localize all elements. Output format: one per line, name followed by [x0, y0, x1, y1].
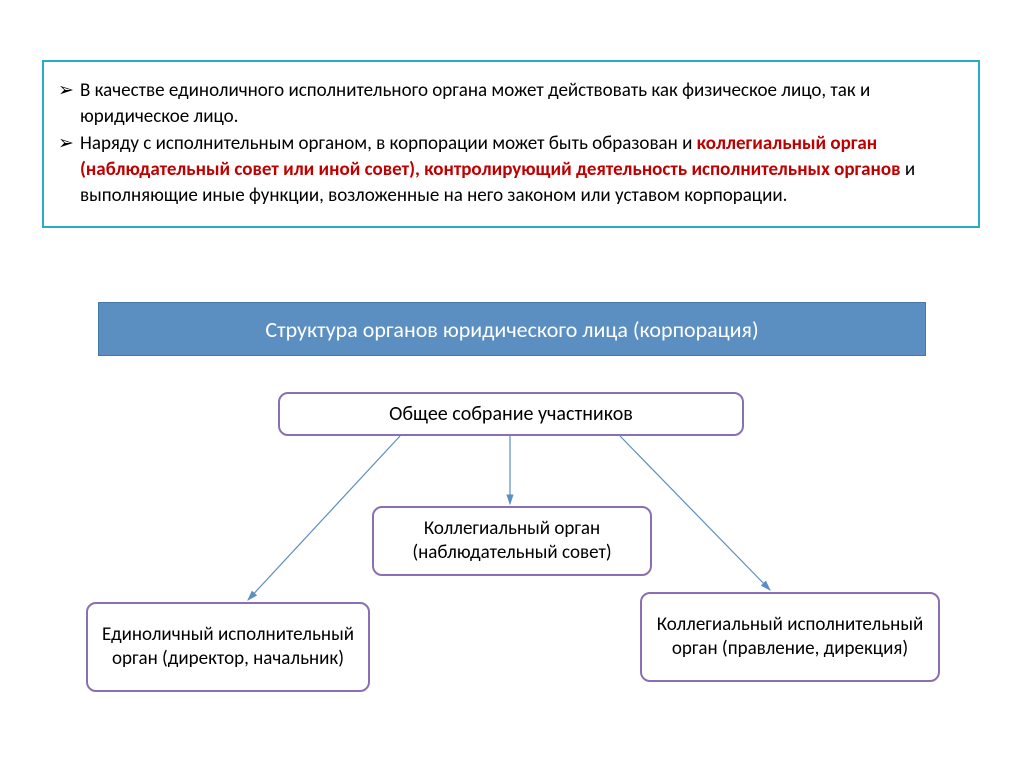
structure-title-text: Структура органов юридического лица (кор…: [265, 316, 758, 343]
node-root-label: Общее собрание участников: [389, 402, 633, 427]
node-middle-label: Коллегиальный орган (наблюдательный сове…: [384, 517, 640, 565]
node-middle: Коллегиальный орган (наблюдательный сове…: [372, 506, 652, 576]
info-text-plain: Наряду с исполнительным органом, в корпо…: [80, 132, 697, 155]
node-right: Коллегиальный исполнительный орган (прав…: [640, 592, 940, 682]
structure-title-bar: Структура органов юридического лица (кор…: [98, 302, 926, 356]
node-left-label: Единоличный исполнительный орган (директ…: [98, 623, 358, 671]
node-root: Общее собрание участников: [278, 392, 744, 436]
info-item: В качестве единоличного исполнительного …: [80, 78, 958, 129]
info-text-plain: В качестве единоличного исполнительного …: [80, 79, 870, 128]
info-box: В качестве единоличного исполнительного …: [42, 60, 980, 228]
info-item: Наряду с исполнительным органом, в корпо…: [80, 131, 958, 208]
node-right-label: Коллегиальный исполнительный орган (прав…: [652, 613, 928, 661]
node-left: Единоличный исполнительный орган (директ…: [86, 602, 370, 692]
info-bullet-list: В качестве единоличного исполнительного …: [80, 78, 958, 208]
